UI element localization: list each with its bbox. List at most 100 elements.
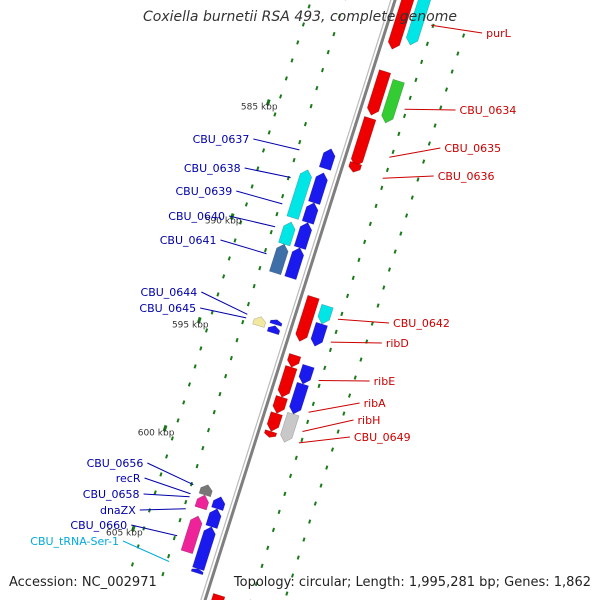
scale-tick <box>374 204 377 208</box>
scale-tick <box>386 168 389 172</box>
scale-tick <box>416 177 419 181</box>
scale-tick <box>264 248 267 252</box>
scale-tick <box>321 68 324 72</box>
scale-tick <box>285 591 288 595</box>
scale-tick <box>245 202 248 206</box>
scale-tick <box>207 428 210 432</box>
scale-tick <box>327 50 330 54</box>
scale-tick <box>340 312 343 316</box>
label-leader-line <box>331 342 382 343</box>
scale-tick <box>369 222 372 226</box>
gene-label-cbu-0636: CBU_0636 <box>438 170 495 183</box>
scale-tick <box>161 572 164 576</box>
scale-tick <box>352 276 355 280</box>
gene-recr <box>211 495 226 511</box>
scale-tick <box>235 338 238 342</box>
scale-tick <box>317 384 320 388</box>
scale-tick <box>173 536 176 540</box>
scale-tick <box>388 267 391 271</box>
gene-label-cbu-0640: CBU_0640 <box>168 210 225 223</box>
scale-tick <box>337 429 340 433</box>
scale-tick <box>196 464 199 468</box>
label-leader-line <box>405 109 456 110</box>
scale-tick <box>306 420 309 424</box>
gene-feature <box>207 593 225 600</box>
scale-tick <box>314 501 317 505</box>
scale-tick <box>199 346 202 350</box>
scale-tick <box>131 562 134 566</box>
scale-tick <box>296 40 299 44</box>
label-leader-line <box>319 380 370 381</box>
scale-tick <box>251 184 254 188</box>
scale-tick <box>297 555 300 559</box>
kbp-label: 595 kbp <box>172 320 209 330</box>
scale-tick <box>298 140 301 144</box>
scale-tick <box>451 69 454 73</box>
gene-label-cbu-0658: CBU_0658 <box>83 488 140 501</box>
gene-label-cbu-0638: CBU_0638 <box>184 162 241 175</box>
scale-tick <box>414 78 417 82</box>
label-leader-line <box>201 292 247 314</box>
scale-tick <box>397 132 400 136</box>
scale-tick <box>218 392 221 396</box>
gene-label-purl: purL <box>486 27 511 40</box>
gene-label-cbu-0639: CBU_0639 <box>175 185 232 198</box>
gene-label-dnazx: dnaZX <box>100 504 136 517</box>
scale-tick <box>422 159 425 163</box>
scale-tick <box>325 465 328 469</box>
gene-ribh <box>265 412 282 434</box>
scale-tick <box>270 230 273 234</box>
scale-tick <box>279 94 282 98</box>
label-leader-line <box>140 509 186 510</box>
gene-dnazx <box>206 507 223 529</box>
scale-tick <box>332 32 335 36</box>
scale-tick <box>342 411 345 415</box>
gene-label-cbu-0635: CBU_0635 <box>444 142 501 155</box>
scale-tick <box>363 240 366 244</box>
gene-label-riba: ribA <box>364 397 387 410</box>
scale-tick <box>216 292 219 296</box>
scale-tick <box>148 508 151 512</box>
scale-tick <box>377 303 380 307</box>
scale-tick <box>354 375 357 379</box>
scale-tick <box>230 356 233 360</box>
label-leader-line <box>389 148 440 157</box>
map-title: Coxiella burnetii RSA 493, complete geno… <box>0 9 600 25</box>
scale-tick <box>320 483 323 487</box>
scale-tick <box>176 418 179 422</box>
gene-label-ribe: ribE <box>374 375 396 388</box>
kbp-label: 600 kbp <box>138 428 175 438</box>
gene-label-cbu-0642: CBU_0642 <box>393 317 450 330</box>
scale-tick <box>357 258 360 262</box>
scale-tick <box>273 112 276 116</box>
scale-tick <box>426 42 429 46</box>
gene-label-cbu-0656: CBU_0656 <box>87 457 144 470</box>
scale-tick <box>300 438 303 442</box>
scale-tick <box>445 87 448 91</box>
scale-tick <box>323 366 326 370</box>
gene-label-cbu-0644: CBU_0644 <box>141 286 198 299</box>
scale-tick <box>213 410 216 414</box>
scale-tick <box>290 58 293 62</box>
gene-label-cbu-0634: CBU_0634 <box>460 104 517 117</box>
label-leader-line <box>236 191 282 204</box>
label-leader-line <box>383 176 434 178</box>
scale-tick <box>241 320 244 324</box>
scale-tick <box>159 472 162 476</box>
gene-label-cbu-0641: CBU_0641 <box>160 234 217 247</box>
scale-tick <box>462 33 465 37</box>
gene-cbu-0638 <box>308 171 329 205</box>
scale-tick <box>275 212 278 216</box>
gene-cbu-0635 <box>349 116 376 168</box>
scale-tick <box>331 447 334 451</box>
accession-text: Accession: NC_002971 <box>9 575 157 590</box>
scale-tick <box>308 4 311 8</box>
label-leader-line <box>200 308 246 318</box>
scale-tick <box>302 537 305 541</box>
gene-label-cbu-0637: CBU_0637 <box>193 133 250 146</box>
scale-tick <box>409 96 412 100</box>
scale-tick <box>184 500 187 504</box>
scale-tick <box>348 393 351 397</box>
